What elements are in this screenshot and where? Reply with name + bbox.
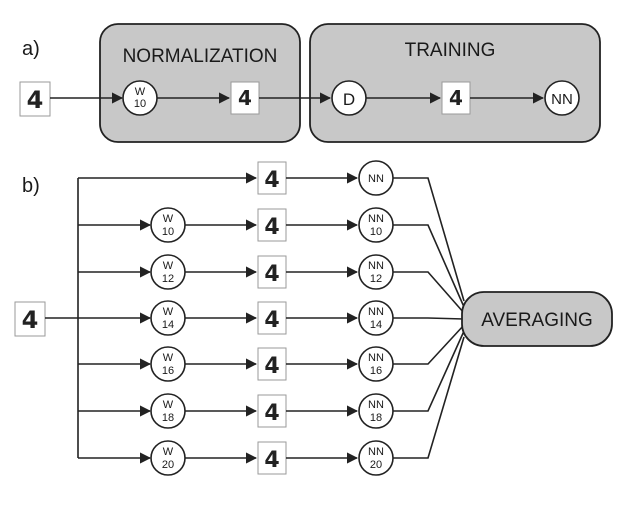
normalized-digit: 4 bbox=[238, 86, 252, 110]
w-node-letter: W bbox=[163, 213, 174, 225]
digit-image bbox=[257, 255, 287, 289]
connector-nn-to-averaging bbox=[393, 317, 465, 320]
w-node-number: 10 bbox=[134, 98, 146, 110]
nn-node-number: 14 bbox=[370, 319, 382, 331]
nn-node-label: NN bbox=[368, 173, 384, 185]
w-node-number: 20 bbox=[162, 459, 174, 471]
nn-node-label: NN bbox=[551, 91, 573, 108]
digit: 4 bbox=[264, 262, 279, 287]
digit: 4 bbox=[264, 354, 279, 379]
digit: 4 bbox=[264, 215, 279, 240]
nn-node-label: NN bbox=[368, 213, 384, 225]
connector-nn-to-averaging bbox=[393, 177, 465, 302]
digit: 4 bbox=[264, 168, 279, 193]
nn-node-label: NN bbox=[368, 446, 384, 458]
distorted-digit: 4 bbox=[449, 86, 463, 110]
w-node-number: 18 bbox=[162, 412, 174, 424]
digit: 4 bbox=[264, 308, 279, 333]
digit-image bbox=[257, 208, 287, 242]
nn-node-number: 10 bbox=[370, 226, 382, 238]
digit-image bbox=[257, 441, 287, 475]
d-node-label: D bbox=[343, 90, 355, 109]
training-title: TRAINING bbox=[405, 40, 496, 61]
connector-nn-to-averaging bbox=[393, 271, 465, 314]
digit: 4 bbox=[264, 401, 279, 426]
w-node-letter: W bbox=[163, 260, 174, 272]
nn-node-label: NN bbox=[368, 260, 384, 272]
w-node-number: 10 bbox=[162, 226, 174, 238]
nn-node-label: NN bbox=[368, 306, 384, 318]
panel-b-input-digit: 4 bbox=[22, 306, 39, 334]
digit-image bbox=[257, 301, 287, 335]
connector-nn-to-averaging bbox=[393, 324, 465, 365]
w-node-letter: W bbox=[163, 399, 174, 411]
connector-nn-to-averaging bbox=[393, 336, 465, 459]
input-digit-image bbox=[19, 81, 51, 117]
w-node-letter: W bbox=[163, 352, 174, 364]
w-node-number: 14 bbox=[162, 319, 174, 331]
input-digit: 4 bbox=[27, 86, 44, 114]
digit-image bbox=[257, 347, 287, 381]
normalization-title: NORMALIZATION bbox=[123, 46, 278, 67]
averaging-box bbox=[461, 291, 613, 347]
nn-node-number: 18 bbox=[370, 412, 382, 424]
w-node-letter: W bbox=[135, 86, 146, 98]
w-node-letter: W bbox=[163, 446, 174, 458]
nn-node-number: 20 bbox=[370, 459, 382, 471]
branch-row: 4 NN bbox=[78, 160, 465, 302]
panel-b-input-image bbox=[14, 301, 46, 337]
normalization-box bbox=[99, 23, 301, 143]
nn-node bbox=[544, 80, 580, 116]
connector-nn-to-averaging bbox=[393, 224, 465, 308]
w-node-letter: W bbox=[163, 306, 174, 318]
nn-node-label: NN bbox=[368, 399, 384, 411]
w-node-number: 12 bbox=[162, 273, 174, 285]
normalized-digit-image bbox=[230, 81, 260, 115]
digit: 4 bbox=[264, 448, 279, 473]
panel-b-label: b) bbox=[22, 175, 40, 197]
averaging-label: AVERAGING bbox=[481, 310, 593, 331]
nn-node-label: NN bbox=[368, 352, 384, 364]
connector-nn-to-averaging bbox=[393, 330, 465, 412]
nn-node-number: 16 bbox=[370, 365, 382, 377]
panel-a-label: a) bbox=[22, 38, 40, 60]
w-node-number: 16 bbox=[162, 365, 174, 377]
distorted-digit-image bbox=[441, 81, 471, 115]
nn-node-number: 12 bbox=[370, 273, 382, 285]
